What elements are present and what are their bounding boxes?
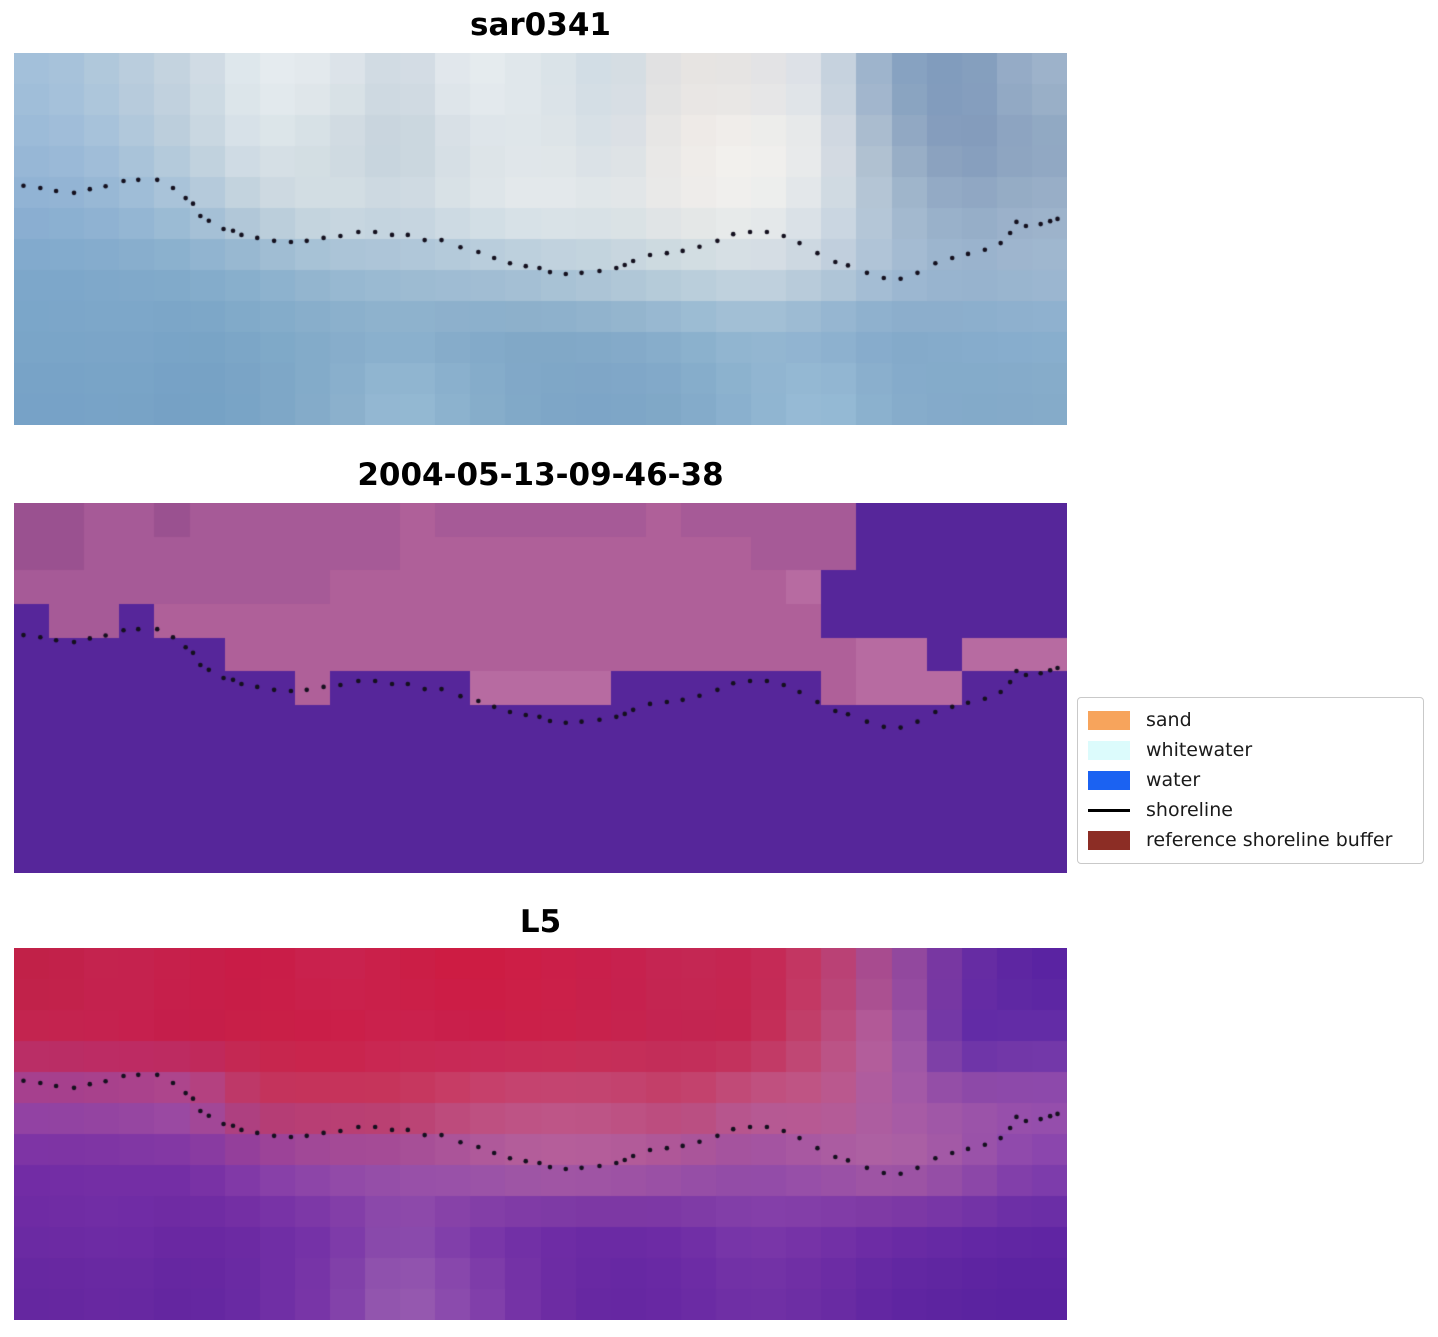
legend-item-water: water [1088, 765, 1413, 795]
reference-buffer-swatch-icon [1088, 830, 1130, 850]
legend-label-water: water [1146, 769, 1201, 791]
panel-image-classified [14, 503, 1067, 873]
legend-item-reference-buffer: reference shoreline buffer [1088, 825, 1413, 855]
panel-image-sar0341 [14, 53, 1067, 425]
legend-item-sand: sand [1088, 705, 1413, 735]
legend-label-shoreline: shoreline [1146, 799, 1233, 821]
legend-item-whitewater: whitewater [1088, 735, 1413, 765]
legend: sand whitewater water shoreline referenc… [1077, 697, 1424, 864]
legend-label-reference-buffer: reference shoreline buffer [1146, 829, 1393, 851]
legend-label-sand: sand [1146, 709, 1192, 731]
panel-image-l5 [14, 948, 1067, 1320]
shoreline-line-icon [1088, 808, 1130, 812]
legend-item-shoreline: shoreline [1088, 795, 1413, 825]
whitewater-swatch-icon [1088, 740, 1130, 760]
legend-label-whitewater: whitewater [1146, 739, 1253, 761]
sand-swatch-icon [1088, 710, 1130, 730]
water-swatch-icon [1088, 770, 1130, 790]
panel-title-date: 2004-05-13-09-46-38 [357, 457, 724, 493]
panel-title-sar0341: sar0341 [470, 7, 611, 43]
panel-title-l5: L5 [519, 904, 562, 940]
